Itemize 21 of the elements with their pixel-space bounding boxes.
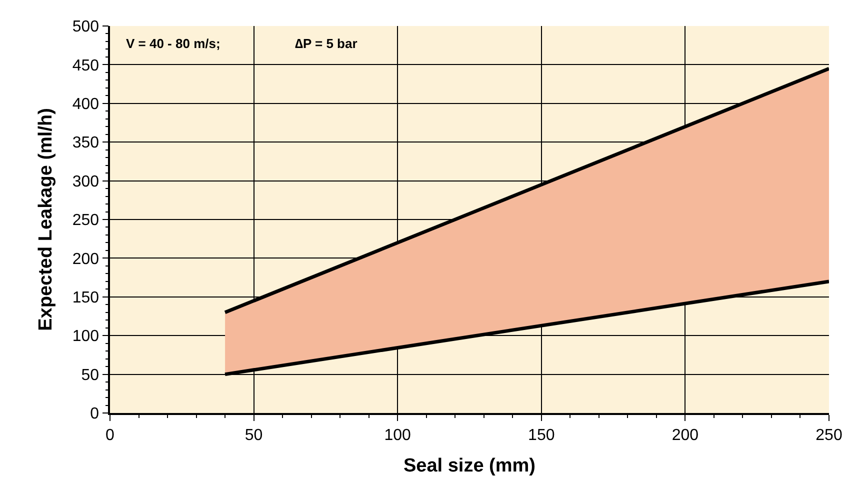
y-tick-label: 250 [72,212,100,230]
y-tick-label: 300 [72,173,100,190]
x-tick-label: 150 [528,426,555,444]
y-tick-label: 0 [90,406,100,423]
x-tick-label: 0 [106,426,115,444]
y-tick-label: 100 [72,328,100,346]
x-tick-label: 100 [384,426,412,444]
x-tick-label: 50 [244,426,263,444]
y-axis-title: Expected Leakage (ml/h) [36,108,57,331]
annotation: ∆P = 5 bar [295,36,358,51]
x-tick-label: 250 [816,426,842,444]
x-tick-label: 200 [672,426,699,444]
y-tick-label: 150 [72,290,100,306]
y-tick-label: 50 [81,366,100,384]
y-tick-label: 350 [72,134,100,152]
annotation: V = 40 - 80 m/s; [126,36,220,51]
y-tick-label: 450 [72,57,100,74]
y-tick-label: 500 [72,18,100,36]
y-tick-label: 200 [72,250,100,268]
y-tick-label: 400 [72,96,100,113]
x-axis-title: Seal size (mm) [404,455,536,476]
